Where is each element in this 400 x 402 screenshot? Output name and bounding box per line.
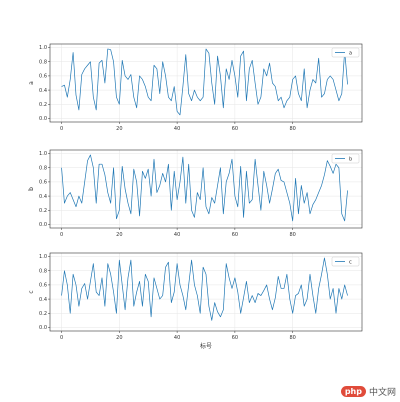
y-tick-label: 0.4	[39, 297, 47, 303]
chart-panel-b: 0 20 40 60 80 0.0 0.2 0.4 0.6 0.8 1.0 b b	[28, 149, 363, 238]
y-tick-label: 1.0	[39, 151, 47, 157]
x-tick-label: 60	[232, 126, 238, 132]
y-tick-label: 0.6	[39, 74, 47, 80]
y-axis-label: b	[28, 187, 35, 191]
y-tick-label: 0.8	[39, 268, 47, 274]
x-tick-label: 80	[289, 126, 295, 132]
y-tick-label: 0.2	[39, 102, 47, 108]
y-tick-label: 0.0	[39, 222, 47, 228]
x-tick-label: 80	[289, 232, 295, 238]
y-tick-label: 0.2	[39, 311, 47, 317]
x-tick-label: 20	[116, 126, 122, 132]
series-line-c	[61, 257, 348, 321]
y-tick-label: 0.0	[39, 116, 47, 122]
y-tick-label: 0.4	[39, 194, 47, 200]
axes-frame	[49, 149, 363, 229]
x-tick-label: 0	[60, 232, 63, 238]
legend-label: a	[349, 50, 352, 56]
y-tick-label: 1.0	[39, 45, 47, 51]
x-tick-label: 80	[289, 335, 295, 341]
y-axis-label: c	[28, 290, 35, 293]
legend-label: b	[349, 156, 352, 162]
x-tick-label: 60	[232, 335, 238, 341]
y-tick-label: 0.0	[39, 325, 47, 331]
x-tick-label: 0	[60, 126, 63, 132]
watermark: php 中文网	[340, 385, 396, 398]
axes-frame	[49, 252, 363, 332]
y-tick-label: 0.2	[39, 208, 47, 214]
x-tick-label: 40	[174, 126, 180, 132]
x-axis-label: 标号	[200, 342, 212, 350]
y-tick-label: 0.8	[39, 59, 47, 65]
y-tick-label: 0.4	[39, 88, 47, 94]
chart-panel-a: 0 20 40 60 80 0.0 0.2 0.4 0.6 0.8 1.0 a a	[28, 43, 363, 132]
chart-panel-c: 0 20 40 60 80 0.0 0.2 0.4 0.6 0.8 1.0 c 标号 c	[28, 252, 363, 350]
legend-label: c	[349, 259, 352, 265]
y-axis-label: a	[28, 81, 35, 85]
x-tick-label: 20	[116, 335, 122, 341]
x-tick-label: 20	[116, 232, 122, 238]
y-tick-label: 1.0	[39, 254, 47, 260]
watermark-logo: php	[340, 386, 366, 397]
series-line-b	[61, 154, 348, 222]
y-tick-label: 0.6	[39, 180, 47, 186]
x-tick-label: 0	[60, 335, 63, 341]
y-tick-label: 0.8	[39, 165, 47, 171]
x-tick-label: 40	[174, 232, 180, 238]
legend-box	[331, 47, 360, 58]
x-tick-label: 40	[174, 335, 180, 341]
x-tick-label: 60	[232, 232, 238, 238]
legend-box	[331, 256, 360, 267]
axes-frame	[49, 43, 363, 123]
watermark-site-text: 中文网	[368, 388, 396, 398]
series-line-a	[61, 48, 348, 116]
legend-box	[331, 153, 360, 164]
y-tick-label: 0.6	[39, 283, 47, 289]
